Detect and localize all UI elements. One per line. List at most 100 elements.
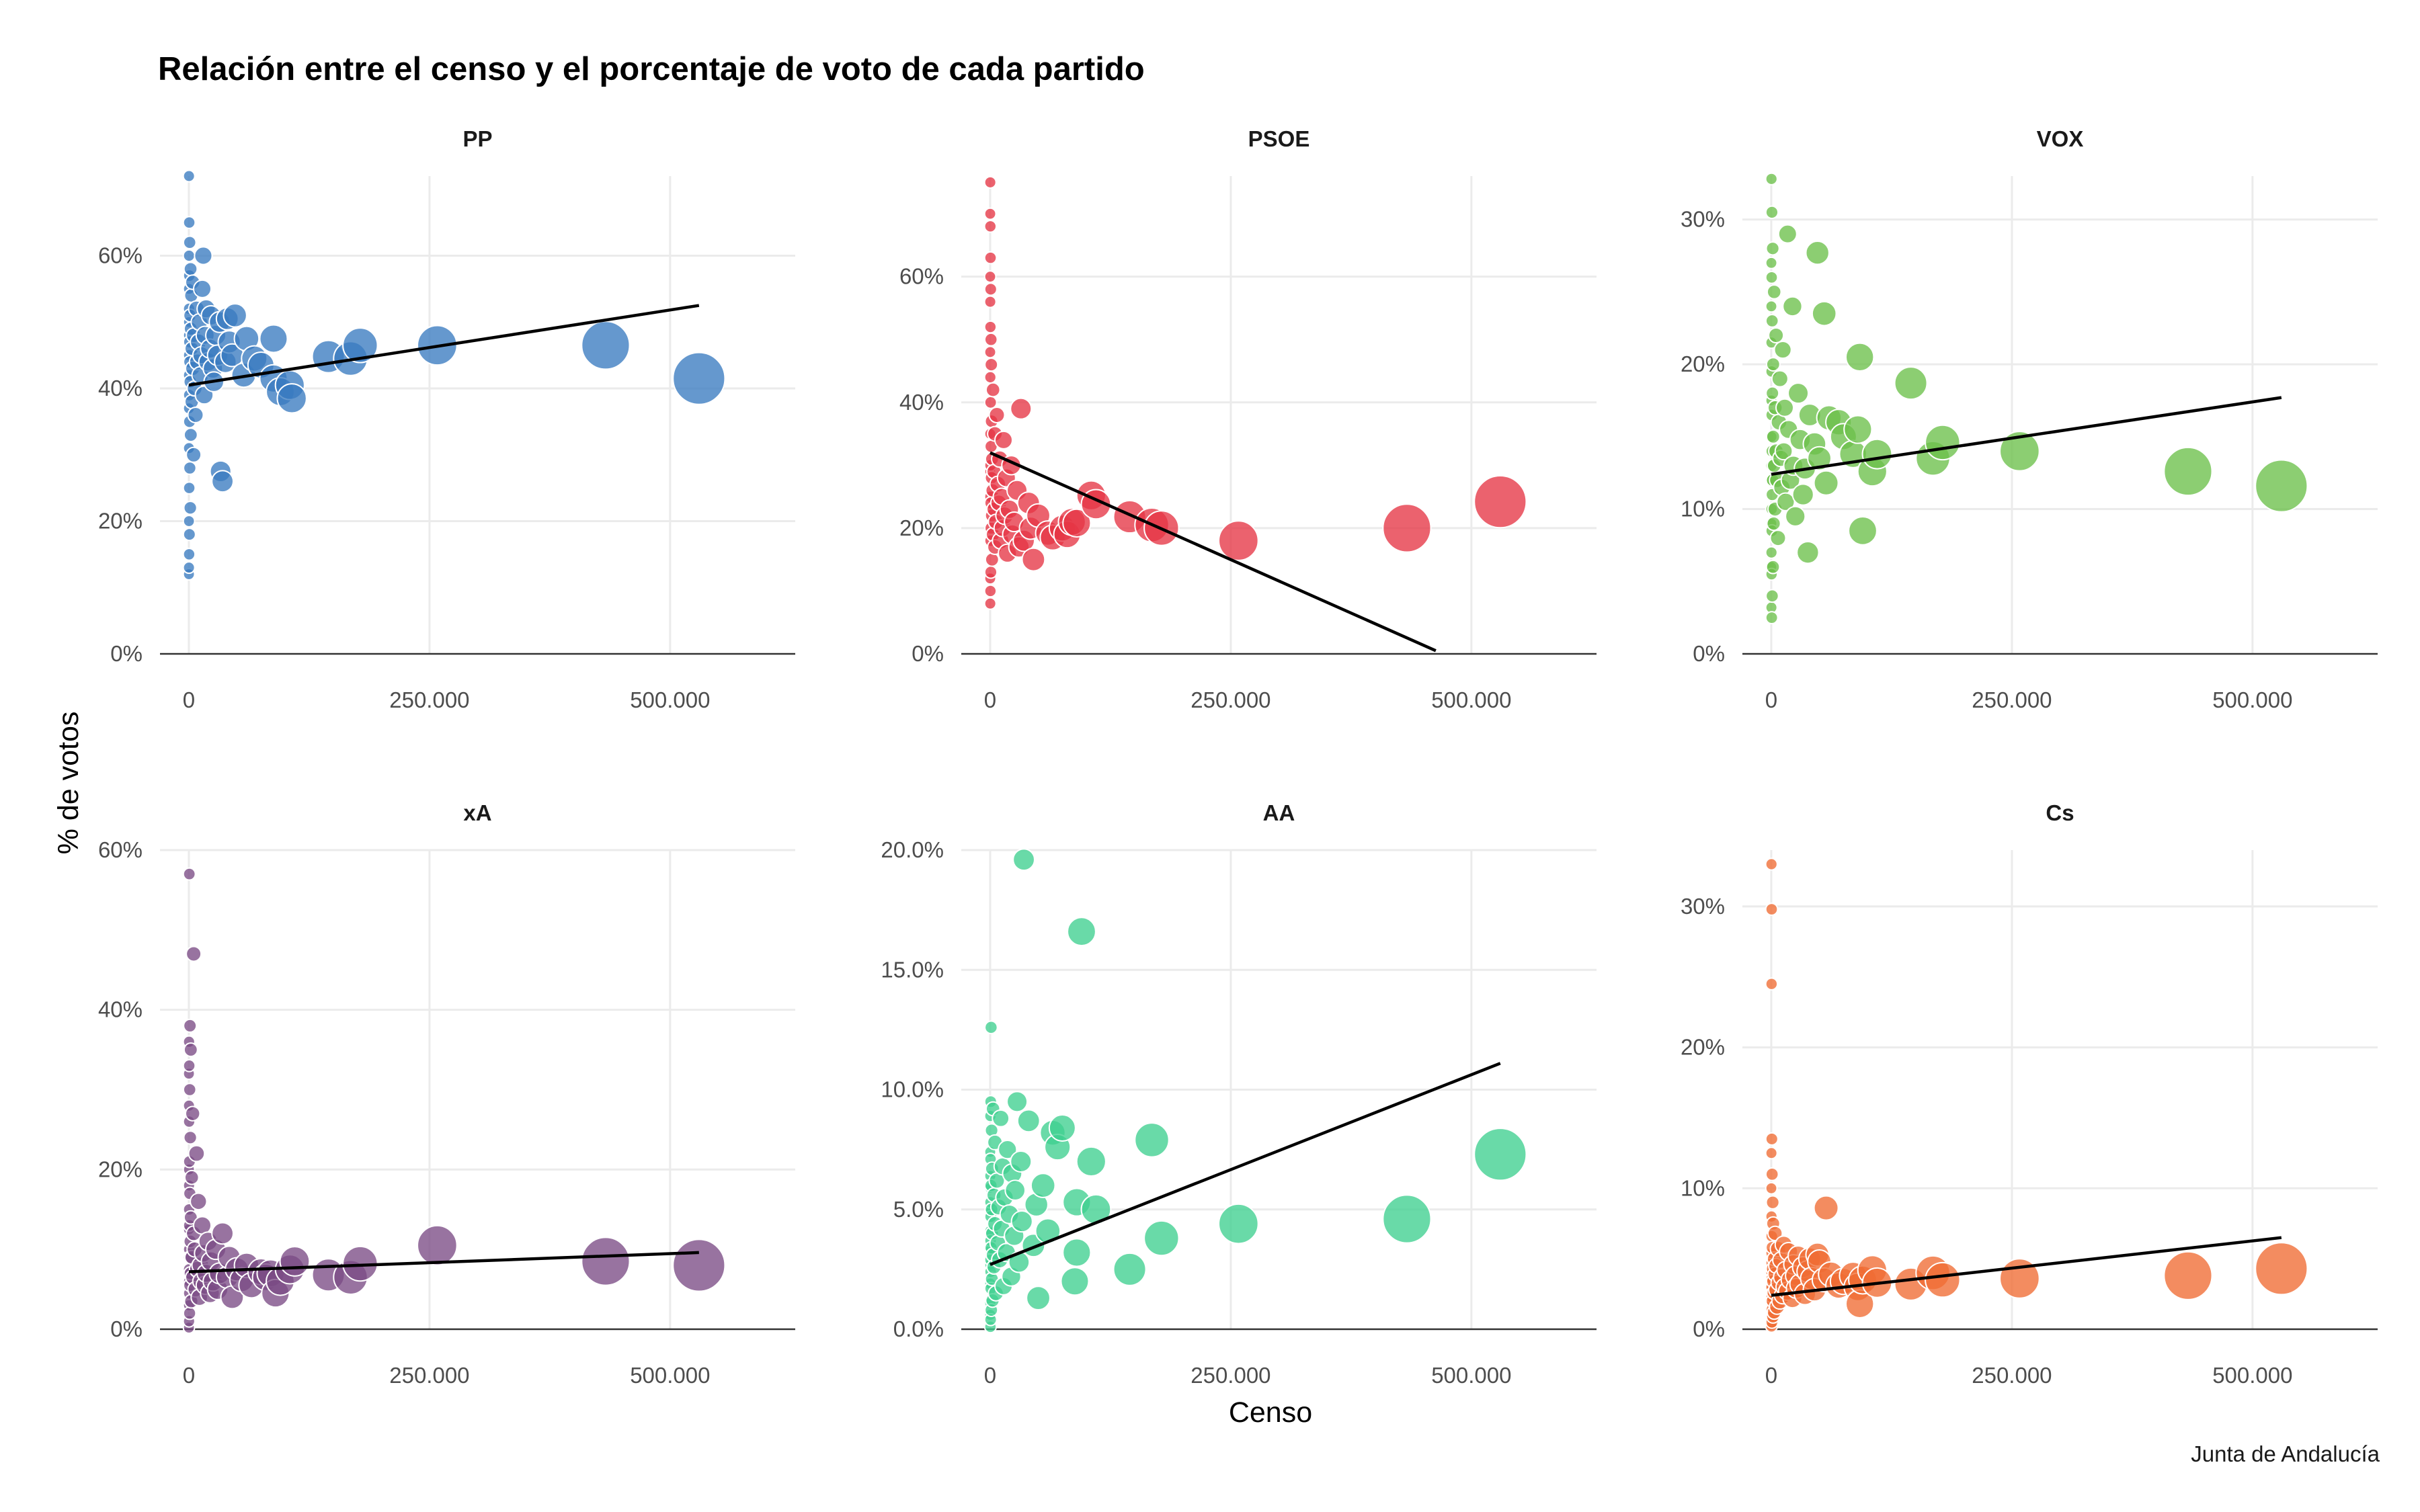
data-point	[184, 1169, 200, 1185]
data-point	[1791, 483, 1814, 506]
data-point	[672, 1238, 726, 1292]
data-point	[194, 246, 213, 265]
data-point	[259, 324, 288, 353]
data-point	[1474, 475, 1527, 529]
data-point	[1048, 1114, 1076, 1142]
data-point	[1765, 611, 1779, 625]
data-point	[1474, 1128, 1527, 1181]
data-point	[1765, 1167, 1779, 1181]
data-point	[182, 235, 197, 250]
data-point	[182, 867, 196, 881]
data-point	[983, 345, 997, 359]
data-point	[2255, 459, 2308, 513]
data-point	[1218, 1203, 1259, 1245]
data-point	[983, 220, 998, 233]
y-tick-label: 20%	[1681, 351, 1725, 376]
x-tick-label: 0	[1765, 687, 1777, 712]
y-tick-label: 30%	[1681, 207, 1725, 232]
data-point	[1765, 1181, 1778, 1195]
y-tick-label: 0.0%	[893, 1316, 944, 1341]
data-point	[998, 1140, 1018, 1160]
data-point	[182, 169, 196, 183]
data-point	[183, 1130, 198, 1145]
data-point	[983, 270, 997, 284]
data-point	[182, 561, 196, 575]
data-point	[1785, 505, 1806, 527]
y-tick-label: 40%	[98, 376, 143, 401]
data-point	[1773, 340, 1792, 360]
y-axis-title: % de votos	[52, 712, 85, 855]
data-point	[1999, 431, 2040, 472]
data-point	[342, 327, 378, 364]
y-tick-label: 0%	[1693, 641, 1725, 666]
data-point	[1776, 492, 1796, 511]
y-tick-label: 0%	[912, 641, 944, 666]
panel-title-xa: xA	[463, 800, 491, 825]
x-tick-label: 500.000	[630, 1363, 710, 1388]
data-point	[1765, 1195, 1780, 1210]
y-tick-label: 0%	[110, 1316, 143, 1341]
y-tick-label: 20%	[899, 515, 944, 540]
y-tick-label: 5.0%	[893, 1197, 944, 1222]
data-point	[184, 1105, 201, 1122]
trend-line	[990, 451, 1437, 653]
data-point	[1010, 1210, 1033, 1233]
data-point	[983, 207, 997, 220]
x-tick-label: 0	[984, 687, 996, 712]
data-point	[183, 261, 198, 277]
data-point	[1012, 848, 1035, 872]
panel-title-pp: PP	[462, 126, 492, 151]
data-point	[983, 282, 998, 296]
x-tick-label: 500.000	[2212, 687, 2292, 712]
data-point	[1765, 386, 1780, 401]
y-tick-label: 10.0%	[881, 1077, 944, 1102]
data-point	[2163, 1251, 2213, 1300]
x-tick-label: 250.000	[1972, 1363, 2052, 1388]
data-point	[1765, 256, 1778, 269]
x-tick-label: 0	[183, 1363, 195, 1388]
data-point	[1769, 530, 1787, 547]
data-point	[983, 597, 997, 610]
y-tick-label: 60%	[98, 837, 143, 862]
panel-vox: VOX 0 250.000 500.000 0% 10% 20% 30%	[1681, 126, 2378, 712]
data-point	[1765, 977, 1779, 991]
data-point	[2163, 446, 2213, 497]
x-tick-label: 0	[1765, 1363, 1777, 1388]
data-point	[182, 548, 196, 561]
data-point	[1765, 1132, 1779, 1146]
data-point	[983, 395, 998, 409]
data-point	[1113, 1252, 1147, 1286]
y-tick-label: 60%	[98, 243, 143, 268]
x-tick-label: 0	[984, 1363, 996, 1388]
data-point	[276, 383, 307, 414]
y-tick-label: 10%	[1681, 497, 1725, 521]
panel-cs: Cs 0 250.000 500.000 0% 10% 20% 30%	[1681, 800, 2378, 1388]
data-point	[1021, 547, 1046, 572]
data-point	[1765, 1146, 1778, 1160]
data-point	[1062, 508, 1092, 538]
data-point	[983, 332, 998, 347]
data-point	[1060, 1267, 1090, 1296]
data-point	[188, 1144, 206, 1163]
y-tick-label: 20%	[98, 1157, 143, 1181]
data-point	[983, 295, 997, 308]
data-point	[1382, 503, 1432, 553]
data-point	[983, 251, 998, 265]
y-tick-label: 60%	[899, 264, 944, 289]
data-point	[1807, 446, 1832, 471]
data-point	[1765, 300, 1778, 313]
panel-title-psoe: PSOE	[1248, 126, 1310, 151]
data-point	[1765, 357, 1781, 372]
data-point	[1813, 470, 1839, 496]
data-point	[581, 321, 631, 370]
y-tick-label: 15.0%	[881, 957, 944, 982]
data-point	[1382, 1194, 1432, 1244]
data-point	[983, 565, 998, 579]
data-point	[182, 216, 196, 229]
data-point	[581, 1236, 631, 1286]
trend-line	[188, 304, 700, 387]
data-point	[1016, 1109, 1041, 1133]
data-point	[1218, 520, 1259, 561]
x-tick-label: 0	[183, 687, 195, 712]
data-point	[988, 407, 1006, 423]
